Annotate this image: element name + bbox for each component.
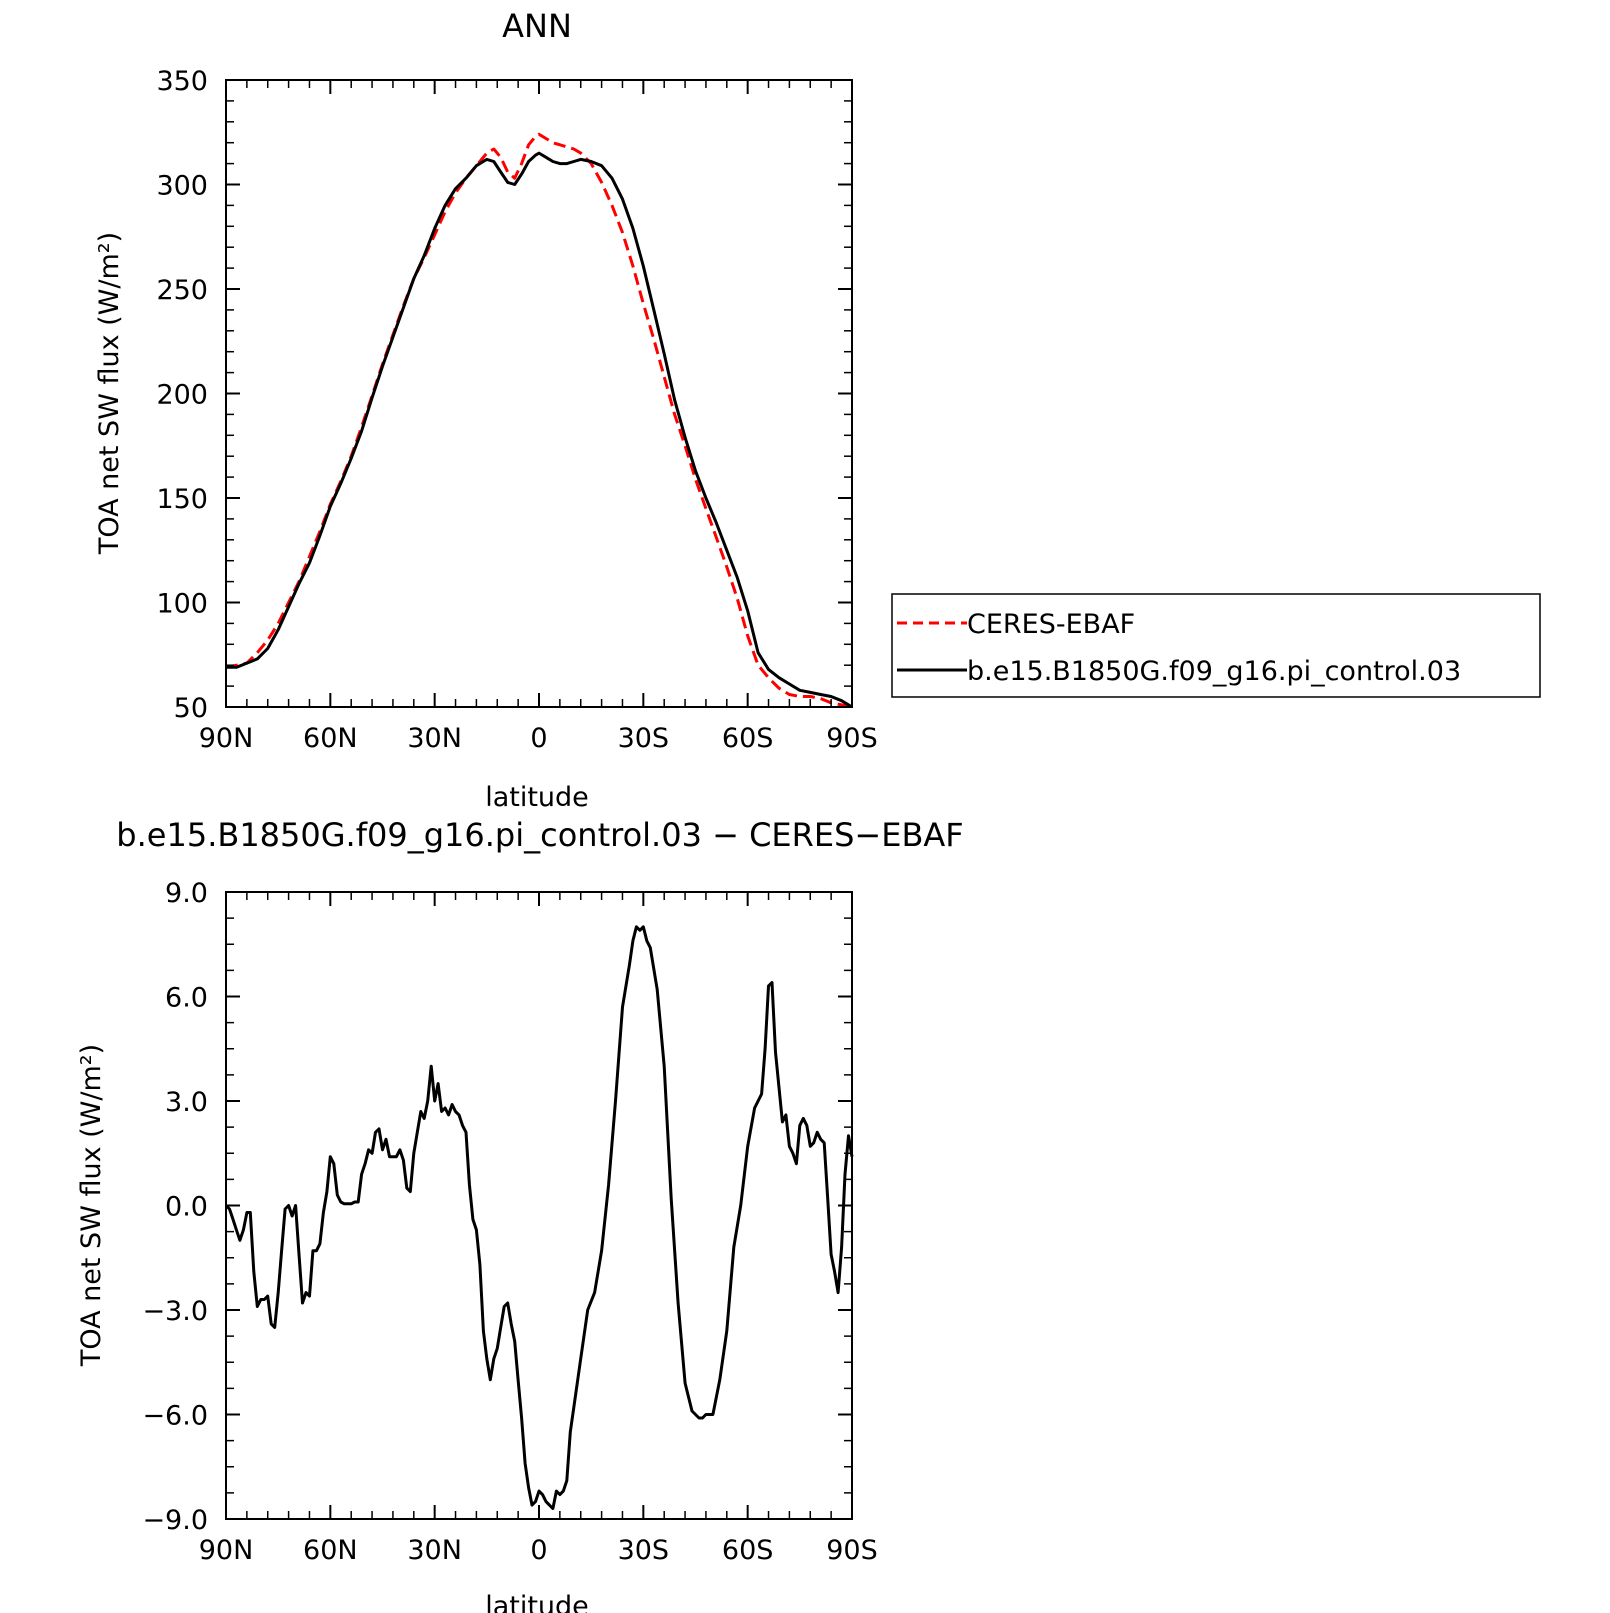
bottom-x-tick-label: 90S [826, 1535, 878, 1566]
top-x-tick-label: 60S [722, 723, 774, 754]
bottom-y-tick-label: −9.0 [142, 1505, 208, 1536]
top-x-tick-label: 60N [303, 723, 358, 754]
bottom-y-tick-label: 3.0 [165, 1087, 208, 1118]
top-x-tick-label: 0 [530, 723, 547, 754]
top-series-line-1 [226, 151, 853, 709]
top-panel: ANN 90N 60N 30N 0 30S 60S 90S 50 100 150 200 250 300… [94, 7, 878, 813]
top-axes: 90N 60N 30N 0 30S 60S 90S 50 100 150 200 250 300 350 [156, 66, 877, 754]
legend: CERES-EBAF b.e15.B1850G.f09_g16.pi_contr… [891, 593, 1541, 698]
top-plot-frame [225, 79, 853, 708]
top-x-tick-label: 30S [618, 723, 670, 754]
top-y-axis-label: TOA net SW flux (W/m²) [94, 232, 125, 555]
top-y-tick-label: 300 [156, 171, 208, 202]
bottom-x-tick-label: 90N [199, 1535, 254, 1566]
bottom-x-axis-label: latitude [485, 1591, 589, 1613]
top-y-tick-label: 250 [156, 275, 208, 306]
top-y-tick-label: 350 [156, 66, 208, 97]
legend-label-ceres: CERES-EBAF [967, 609, 1135, 640]
bottom-chart-title: b.e15.B1850G.f09_g16.pi_control.03 − CER… [116, 816, 963, 854]
top-x-tick-label: 30N [407, 723, 462, 754]
bottom-x-tick-label: 0 [530, 1535, 547, 1566]
top-y-tick-label: 150 [156, 484, 208, 515]
bottom-x-tick-label: 60N [303, 1535, 358, 1566]
top-chart-title: ANN [502, 7, 572, 45]
bottom-x-tick-label: 60S [722, 1535, 774, 1566]
bottom-y-axis-label: TOA net SW flux (W/m²) [76, 1044, 107, 1367]
bottom-x-tick-label: 30S [618, 1535, 670, 1566]
bottom-x-tick-label: 30N [407, 1535, 462, 1566]
top-plot-area [225, 132, 853, 709]
top-series-line-0 [225, 132, 853, 709]
top-x-tick-label: 90S [826, 723, 878, 754]
top-y-tick-label: 200 [156, 380, 208, 411]
top-x-axis-label: latitude [485, 782, 589, 813]
bottom-plot-area [224, 925, 854, 1510]
legend-box [891, 593, 1541, 698]
top-y-tick-label: 100 [156, 589, 208, 620]
bottom-y-tick-label: −3.0 [142, 1296, 208, 1327]
bottom-axes: 90N 60N 30N 0 30S 60S 90S −9.0 −6.0 −3.0 0.0 3.0 6.0… [142, 878, 877, 1566]
bottom-y-tick-label: 9.0 [165, 878, 208, 909]
bottom-series-line-0 [224, 925, 854, 1510]
top-y-tick-label: 50 [174, 693, 208, 724]
bottom-plot-frame [225, 891, 853, 1520]
bottom-y-tick-label: 0.0 [165, 1192, 208, 1223]
bottom-y-tick-label: 6.0 [165, 983, 208, 1014]
bottom-panel: b.e15.B1850G.f09_g16.pi_control.03 − CER… [76, 816, 964, 1613]
bottom-y-tick-label: −6.0 [142, 1401, 208, 1432]
top-x-tick-label: 90N [199, 723, 254, 754]
legend-label-model: b.e15.B1850G.f09_g16.pi_control.03 [967, 656, 1461, 687]
